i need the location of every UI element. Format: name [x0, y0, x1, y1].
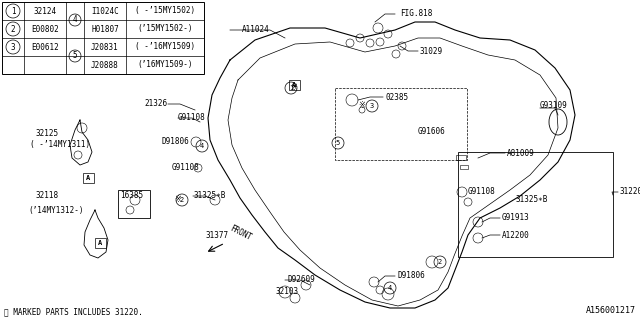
Bar [289, 80, 300, 90]
Text: 31325∗B: 31325∗B [193, 191, 225, 201]
Text: ( -’15MY1502): ( -’15MY1502) [135, 6, 195, 15]
Text: 5: 5 [336, 140, 340, 146]
Text: 31220: 31220 [620, 188, 640, 196]
Bar [83, 173, 93, 183]
Text: J20888: J20888 [91, 60, 119, 69]
Text: A81009: A81009 [507, 148, 535, 157]
Bar [458, 152, 613, 257]
Text: 02385: 02385 [385, 92, 408, 101]
Text: E00612: E00612 [31, 43, 59, 52]
Text: (’16MY1509-): (’16MY1509-) [137, 60, 193, 69]
Text: ※ MARKED PARTS INCLUDES 31220.: ※ MARKED PARTS INCLUDES 31220. [4, 308, 143, 316]
Text: A: A [98, 240, 102, 246]
Text: ※: ※ [291, 84, 298, 92]
Text: 31325∗B: 31325∗B [516, 196, 548, 204]
Bar [118, 190, 150, 218]
Text: G91108: G91108 [172, 164, 200, 172]
Text: 4: 4 [200, 143, 204, 149]
Text: 21326: 21326 [145, 100, 168, 108]
Text: ( -’14MY1311): ( -’14MY1311) [30, 140, 90, 149]
Bar [95, 238, 106, 248]
Text: 32124: 32124 [33, 6, 56, 15]
Text: ※: ※ [358, 101, 365, 110]
Text: G91108: G91108 [178, 114, 205, 123]
Text: 3: 3 [370, 103, 374, 109]
Bar [460, 165, 468, 169]
Text: A11024: A11024 [243, 26, 270, 35]
Text: A156001217: A156001217 [586, 306, 636, 315]
Text: D91806: D91806 [397, 271, 425, 281]
Bar [2, 2, 204, 74]
Text: 2: 2 [438, 259, 442, 265]
Text: D92609: D92609 [287, 276, 315, 284]
Text: 31377: 31377 [205, 231, 228, 241]
Text: 4: 4 [388, 285, 392, 291]
Text: FIG.818: FIG.818 [400, 10, 433, 19]
Text: (’14MY1312-): (’14MY1312-) [28, 205, 83, 214]
Text: ※: ※ [175, 196, 182, 204]
Text: H01807: H01807 [91, 25, 119, 34]
Text: 1: 1 [289, 85, 293, 91]
Text: 16385: 16385 [120, 191, 143, 201]
Text: 1: 1 [11, 6, 15, 15]
Text: G91606: G91606 [418, 126, 445, 135]
Text: E00802: E00802 [31, 25, 59, 34]
Text: 32118: 32118 [35, 191, 58, 201]
Text: A: A [86, 175, 90, 181]
Bar [456, 155, 466, 160]
Text: G91913: G91913 [502, 213, 530, 222]
Text: G91108: G91108 [468, 187, 496, 196]
Text: 32125: 32125 [35, 129, 58, 138]
Text: J20831: J20831 [91, 43, 119, 52]
Text: 3: 3 [11, 43, 15, 52]
Text: A: A [292, 82, 296, 88]
Text: I1024C: I1024C [91, 6, 119, 15]
Text: 2: 2 [11, 25, 15, 34]
Text: 2: 2 [180, 197, 184, 203]
Text: ( -’16MY1509): ( -’16MY1509) [135, 43, 195, 52]
Text: D91806: D91806 [162, 138, 189, 147]
Text: A12200: A12200 [502, 230, 530, 239]
Text: 32103: 32103 [275, 287, 298, 297]
Bar [335, 88, 467, 160]
Text: (’15MY1502-): (’15MY1502-) [137, 25, 193, 34]
Text: FRONT: FRONT [228, 223, 253, 242]
Text: 31029: 31029 [420, 46, 443, 55]
Text: 4: 4 [73, 15, 77, 25]
Text: 5: 5 [73, 52, 77, 60]
Text: G93109: G93109 [540, 100, 568, 109]
